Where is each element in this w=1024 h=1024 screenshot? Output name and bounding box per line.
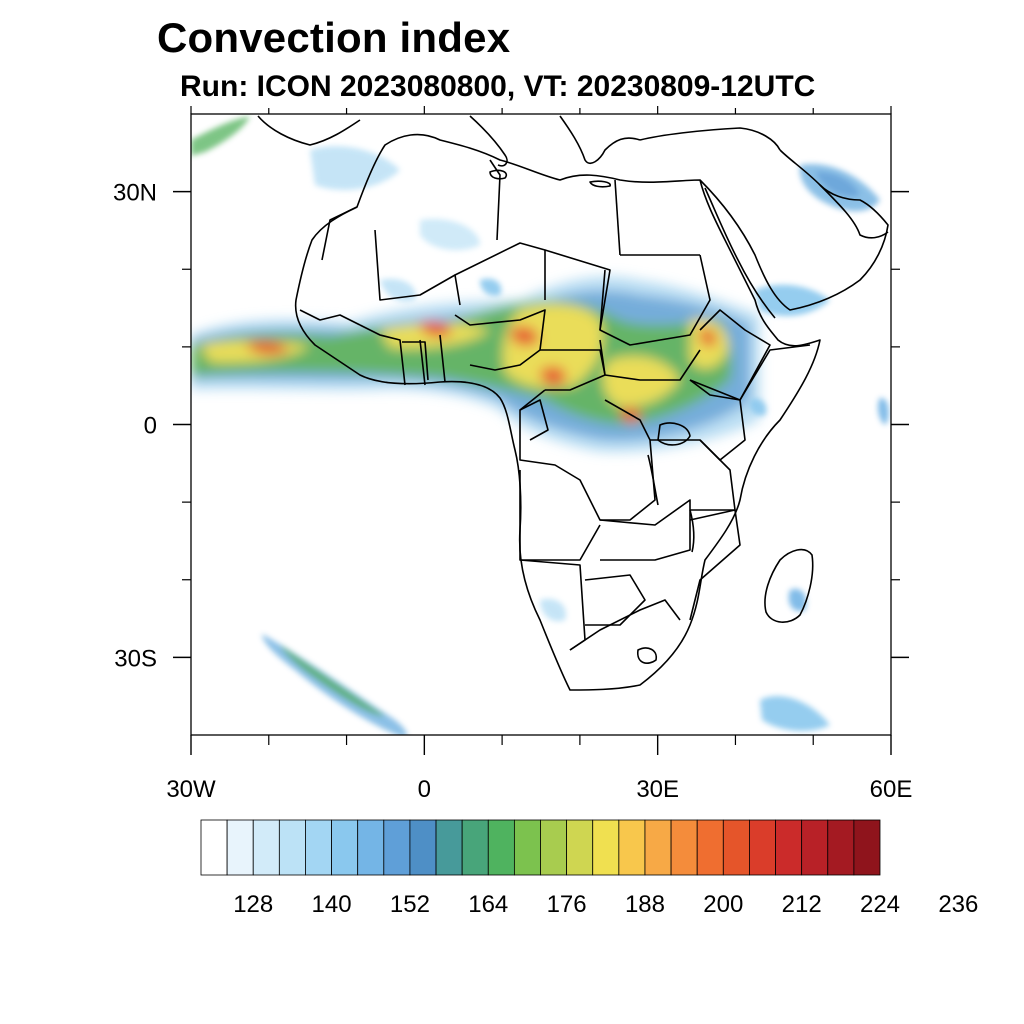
colorbar-swatch <box>305 819 332 876</box>
colorbar-swatch <box>540 819 568 876</box>
colorbar-swatch <box>775 819 803 876</box>
chart-subtitle: Run: ICON 2023080800, VT: 20230809-12UTC <box>180 70 816 103</box>
lat-tick-label: 0 <box>144 413 157 440</box>
colorbar-label: 212 <box>782 891 822 918</box>
colorbar-label: 140 <box>312 891 352 918</box>
turkey-coastline <box>639 127 781 151</box>
longitude-ticks: 30W 0 30E 60E <box>166 106 912 803</box>
border-congo <box>519 399 549 441</box>
colorbar-swatch <box>749 819 776 876</box>
border-algeria-libya <box>489 159 501 241</box>
border-ethiopia <box>689 309 771 401</box>
middle-east-core <box>815 171 860 197</box>
colorbar-swatch <box>226 819 254 876</box>
lat-tick-label: 30S <box>114 645 157 672</box>
colorbar-swatch <box>801 819 829 876</box>
border-nigeria <box>454 309 546 371</box>
colorbar-swatch <box>357 819 385 876</box>
colorbar-swatch <box>618 819 646 876</box>
colorbar-label: 236 <box>938 891 978 918</box>
crete-outline <box>589 180 611 188</box>
colorbar-swatch <box>853 819 881 876</box>
border-car <box>540 349 606 391</box>
border-kenya <box>689 379 746 461</box>
lake-malawi <box>689 509 695 553</box>
africa-coastline <box>294 133 821 691</box>
lat-tick-label: 30N <box>113 180 157 207</box>
border-west-africa-2 <box>359 324 406 386</box>
border-morocco-algeria <box>321 206 358 261</box>
border-niger <box>454 242 546 300</box>
colorbar-swatch <box>278 819 306 876</box>
colorbar <box>200 819 881 876</box>
colorbar-label: 152 <box>390 891 430 918</box>
colorbar-swatch <box>670 819 698 876</box>
latitude-ticks: 30N 0 30S <box>113 180 909 672</box>
sahara-patch-3 <box>480 278 502 296</box>
coastlines-and-borders <box>257 115 889 691</box>
lon-tick-label: 60E <box>870 776 913 803</box>
madagascar-outline <box>764 548 814 623</box>
colorbar-label: 188 <box>625 891 665 918</box>
colorbar-swatch <box>331 819 359 876</box>
chart-title: Convection index <box>157 14 511 61</box>
border-mali <box>374 229 461 306</box>
colorbar-swatch <box>409 819 437 876</box>
colorbar-swatch <box>383 819 411 876</box>
colorbar-swatch <box>566 819 594 876</box>
madagascar-patch <box>788 588 807 612</box>
colorbar-label: 224 <box>860 891 900 918</box>
iberia-streak <box>191 116 250 156</box>
border-south-africa <box>569 599 681 651</box>
border-west-africa-1 <box>299 309 361 326</box>
somalia-coast-patch <box>749 398 767 416</box>
colorbar-label: 200 <box>703 891 743 918</box>
convection-yellow <box>200 304 729 407</box>
colorbar-swatch <box>252 819 280 876</box>
south-atlantic-band-core <box>280 645 385 717</box>
colorbar-swatch <box>722 819 750 876</box>
colorbar-swatch <box>513 819 541 876</box>
lake-victoria <box>657 422 691 446</box>
border-tanzania <box>650 439 736 511</box>
border-west-africa-4 <box>439 334 446 383</box>
sahara-patch <box>420 218 480 251</box>
colorbar-label: 176 <box>547 891 587 918</box>
colorbar-swatch <box>435 819 463 876</box>
lon-tick-label: 0 <box>418 776 431 803</box>
gulf-coastline <box>819 184 889 239</box>
border-zambia <box>599 499 691 561</box>
lon-tick-label: 30W <box>166 776 216 803</box>
border-chad <box>544 249 611 331</box>
border-somalia <box>739 344 811 401</box>
border-ghana <box>402 341 429 381</box>
colorbar-swatch <box>487 819 515 876</box>
italy-coastline <box>469 115 508 167</box>
equator-ocean-patch <box>877 397 889 425</box>
minor-ticks <box>182 108 900 745</box>
colorbar-swatch <box>461 819 489 876</box>
iberia-coastline <box>257 115 361 146</box>
indian-ocean-patch <box>760 696 830 732</box>
colorbar-swatch <box>696 819 724 876</box>
border-angola <box>519 470 601 561</box>
colorbar-swatch <box>200 819 228 876</box>
colorbar-swatch <box>644 819 672 876</box>
colorbar-label: 128 <box>233 891 273 918</box>
red-sea-west-coast <box>704 187 776 319</box>
colorbar-swatch <box>827 819 855 876</box>
greece-coastline <box>559 115 641 165</box>
border-libya-egypt <box>614 179 621 256</box>
border-mozambique <box>689 509 741 621</box>
southern-africa-patch <box>540 598 566 622</box>
colorbar-labels: 128 140 152 164 176 188 200 212 224 236 <box>233 891 978 918</box>
sicily-outline <box>489 169 508 180</box>
colorbar-swatch <box>592 819 620 876</box>
border-west-africa-3 <box>419 339 426 386</box>
border-sudan <box>599 254 711 346</box>
colorbar-label: 164 <box>468 891 508 918</box>
lesotho-outline <box>637 647 658 664</box>
lon-tick-label: 30E <box>636 776 679 803</box>
